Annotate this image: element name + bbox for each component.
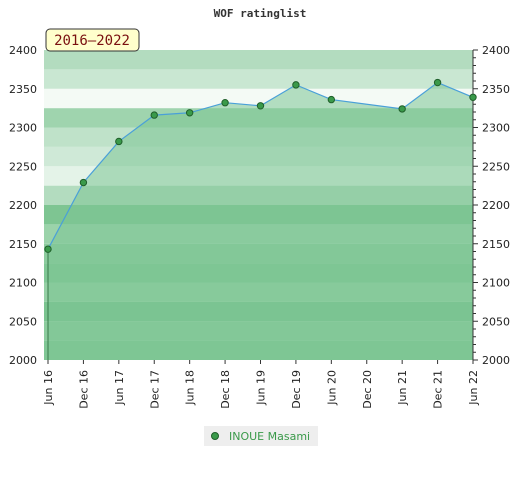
x-tick-label: Dec 18 — [219, 370, 232, 409]
x-tick-label: Jun 18 — [184, 370, 197, 406]
band — [44, 69, 473, 89]
x-tick-label: Jun 16 — [42, 370, 55, 406]
y-tick-label-left: 2100 — [9, 277, 37, 290]
y-tick-label-left: 2350 — [9, 83, 37, 96]
y-tick-label-left: 2200 — [9, 199, 37, 212]
period-label-box: 2016–2022 — [45, 28, 140, 52]
legend-label: INOUE Masami — [229, 430, 310, 443]
x-tick-label: Dec 20 — [361, 370, 374, 409]
data-points — [44, 78, 477, 253]
data-point — [150, 111, 158, 119]
y-tick-label-right: 2400 — [482, 44, 510, 57]
x-tick-label: Dec 17 — [148, 370, 161, 409]
x-tick-label: Dec 16 — [77, 370, 90, 409]
series-area — [48, 82, 473, 361]
x-tick-label: Dec 21 — [432, 370, 445, 409]
data-point — [185, 109, 194, 117]
band — [44, 88, 473, 109]
x-tick-label: Jun 19 — [255, 370, 268, 406]
data-point — [256, 102, 265, 110]
chart-title: WOF ratinglist — [214, 7, 307, 20]
y-tick-label-left: 2250 — [9, 160, 37, 173]
data-point — [433, 78, 442, 87]
data-point — [221, 99, 229, 107]
y-axis-left: 2000 2050 2100 2150 2200 2250 2300 2350 2400 — [9, 44, 37, 367]
y-tick-label-right: 2200 — [482, 199, 510, 212]
x-axis: Jun 16 Dec 16 Jun 17 Dec 17 Jun 18 Dec 18 Jun … — [42, 360, 480, 409]
data-point — [327, 95, 336, 104]
y-tick-label-right: 2150 — [482, 238, 510, 251]
data-point — [292, 81, 300, 89]
period-label: 2016–2022 — [54, 33, 130, 49]
data-point — [115, 137, 123, 146]
y-tick-label-left: 2400 — [9, 44, 37, 57]
y-tick-label-left: 2000 — [9, 354, 37, 367]
legend: INOUE Masami — [204, 426, 318, 446]
data-point — [398, 105, 406, 113]
data-point — [44, 245, 52, 253]
y-axis-right: 2000 2050 2100 2150 2200 2250 2300 2350 2400 — [472, 44, 510, 367]
y-tick-label-right: 2250 — [482, 160, 510, 173]
x-tick-label: Dec 19 — [290, 370, 303, 409]
x-tick-label: Jun 21 — [396, 370, 409, 406]
y-tick-label-left: 2050 — [9, 315, 37, 328]
x-tick-label: Jun 20 — [325, 370, 338, 406]
y-tick-label-left: 2300 — [9, 122, 37, 135]
x-tick-label: Jun 22 — [467, 370, 480, 406]
y-tick-label-right: 2000 — [482, 354, 510, 367]
band — [44, 50, 473, 70]
y-tick-label-right: 2050 — [482, 315, 510, 328]
y-tick-label-right: 2100 — [482, 277, 510, 290]
x-tick-label: Jun 17 — [113, 370, 126, 406]
y-tick-label-right: 2350 — [482, 83, 510, 96]
y-tick-label-left: 2150 — [9, 238, 37, 251]
data-point — [79, 178, 88, 187]
series-line — [47, 81, 474, 250]
y-tick-label-right: 2300 — [482, 122, 510, 135]
legend-marker — [211, 432, 219, 440]
area-layer — [47, 81, 474, 361]
data-point — [469, 93, 477, 101]
